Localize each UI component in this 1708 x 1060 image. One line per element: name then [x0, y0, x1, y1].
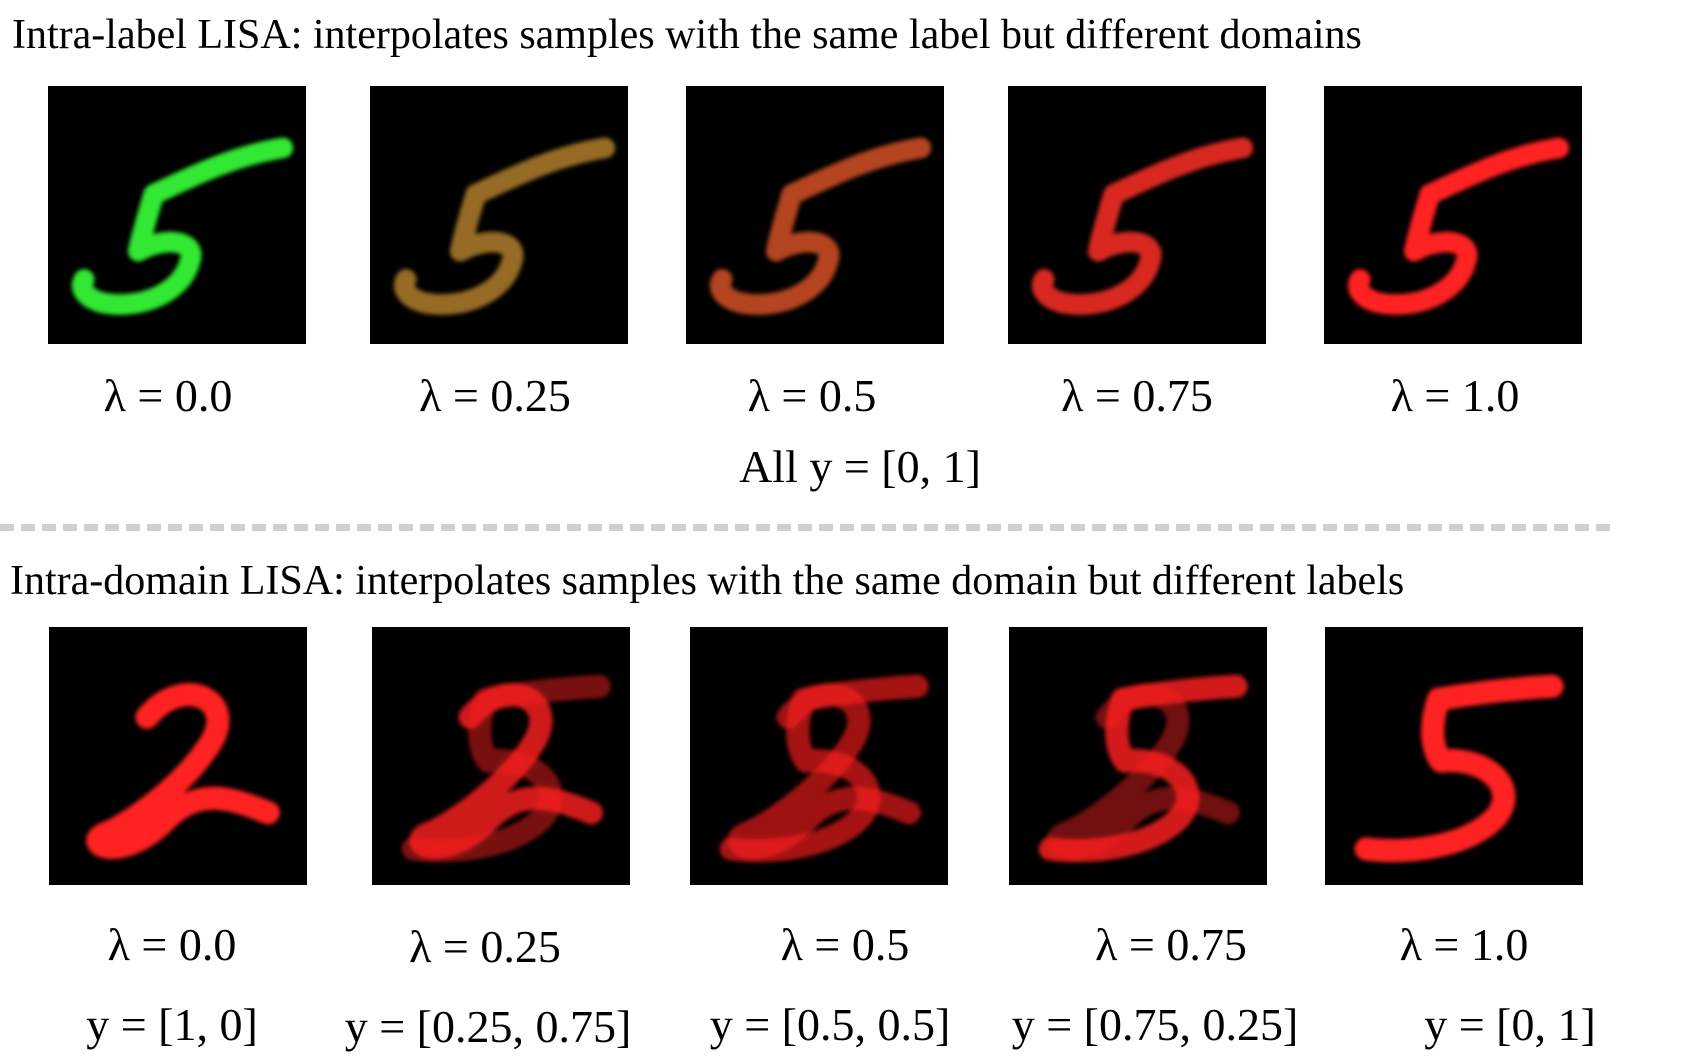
top-label-vector: All y = [0, 1] [739, 441, 981, 492]
top-lambda-2: λ = 0.5 [747, 370, 877, 421]
top-digit-2 [710, 137, 932, 315]
bottom-lambda-1: λ = 0.25 [409, 921, 561, 972]
top-image-0 [48, 86, 306, 344]
bottom-lambda-2: λ = 0.5 [780, 919, 910, 970]
bottom-image-1 [372, 627, 630, 885]
top-lambda-0: λ = 0.0 [103, 370, 233, 421]
bottom-y-3: y = [0.75, 0.25] [1011, 999, 1299, 1050]
bottom-digit-3 [1038, 674, 1248, 863]
top-digit-3 [1032, 137, 1254, 315]
top-image-4 [1324, 86, 1582, 344]
bottom-digit-1 [401, 674, 611, 863]
bottom-image-0 [49, 627, 307, 885]
top-image-3 [1008, 86, 1266, 344]
top-digit-4 [1348, 137, 1570, 315]
bottom-y-1: y = [0.25, 0.75] [344, 1001, 632, 1052]
bottom-lambda-4: λ = 1.0 [1399, 919, 1529, 970]
bottom-lambda-3: λ = 0.75 [1095, 919, 1247, 970]
top-heading: Intra-label LISA: interpolates samples w… [12, 12, 1362, 58]
section-divider [0, 524, 1610, 531]
top-lambda-3: λ = 0.75 [1061, 370, 1213, 421]
bottom-digit-4 [1354, 674, 1564, 863]
bottom-y-0: y = [1, 0] [86, 999, 258, 1050]
bottom-image-4 [1325, 627, 1583, 885]
bottom-y-4: y = [0, 1] [1424, 999, 1596, 1050]
bottom-y-2: y = [0.5, 0.5] [709, 999, 951, 1050]
top-lambda-4: λ = 1.0 [1390, 370, 1520, 421]
bottom-digit-0 [86, 683, 280, 859]
bottom-digit-2 [719, 674, 929, 863]
top-image-1 [370, 86, 628, 344]
bottom-image-2 [690, 627, 948, 885]
top-image-2 [686, 86, 944, 344]
bottom-lambda-0: λ = 0.0 [107, 919, 237, 970]
top-lambda-1: λ = 0.25 [419, 370, 571, 421]
top-digit-0 [72, 137, 294, 315]
bottom-heading: Intra-domain LISA: interpolates samples … [10, 558, 1405, 604]
bottom-image-3 [1009, 627, 1267, 885]
top-digit-1 [394, 137, 616, 315]
